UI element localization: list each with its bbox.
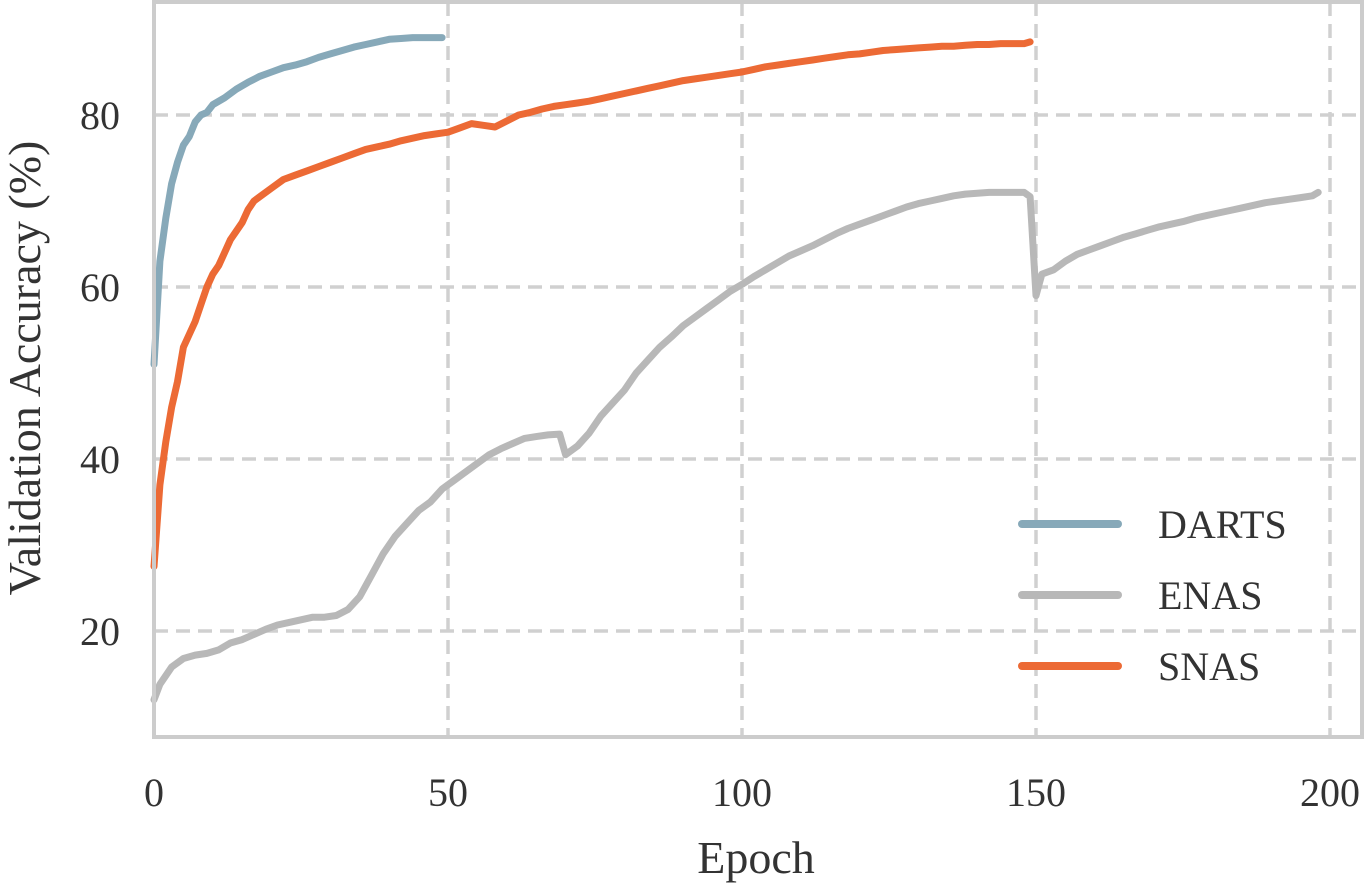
x-tick-label: 50 (428, 770, 468, 815)
legend: DARTS ENAS SNAS (1018, 502, 1287, 689)
legend-label-darts: DARTS (1158, 502, 1287, 547)
plot-frame (152, 0, 1364, 739)
y-axis-label: Validation Accuracy (%) (0, 141, 50, 596)
grid-lines (154, 2, 1362, 737)
x-tick-label: 100 (712, 770, 772, 815)
y-tick-label: 40 (80, 437, 120, 482)
x-tick-label: 200 (1300, 770, 1360, 815)
x-axis-label: Epoch (697, 832, 815, 883)
x-tick-label: 0 (144, 770, 164, 815)
y-tick-labels: 20 40 60 80 (80, 93, 120, 654)
y-tick-label: 60 (80, 265, 120, 310)
series-lines (150, 34, 1322, 704)
series-line-darts (150, 34, 446, 368)
x-tick-labels: 0 50 100 150 200 (144, 770, 1360, 815)
legend-label-enas: ENAS (1158, 573, 1262, 618)
x-tick-label: 150 (1006, 770, 1066, 815)
series-line-enas (150, 188, 1322, 704)
legend-label-snas: SNAS (1158, 644, 1260, 689)
y-tick-label: 20 (80, 609, 120, 654)
y-tick-label: 80 (80, 93, 120, 138)
series-line-snas (150, 38, 1034, 570)
